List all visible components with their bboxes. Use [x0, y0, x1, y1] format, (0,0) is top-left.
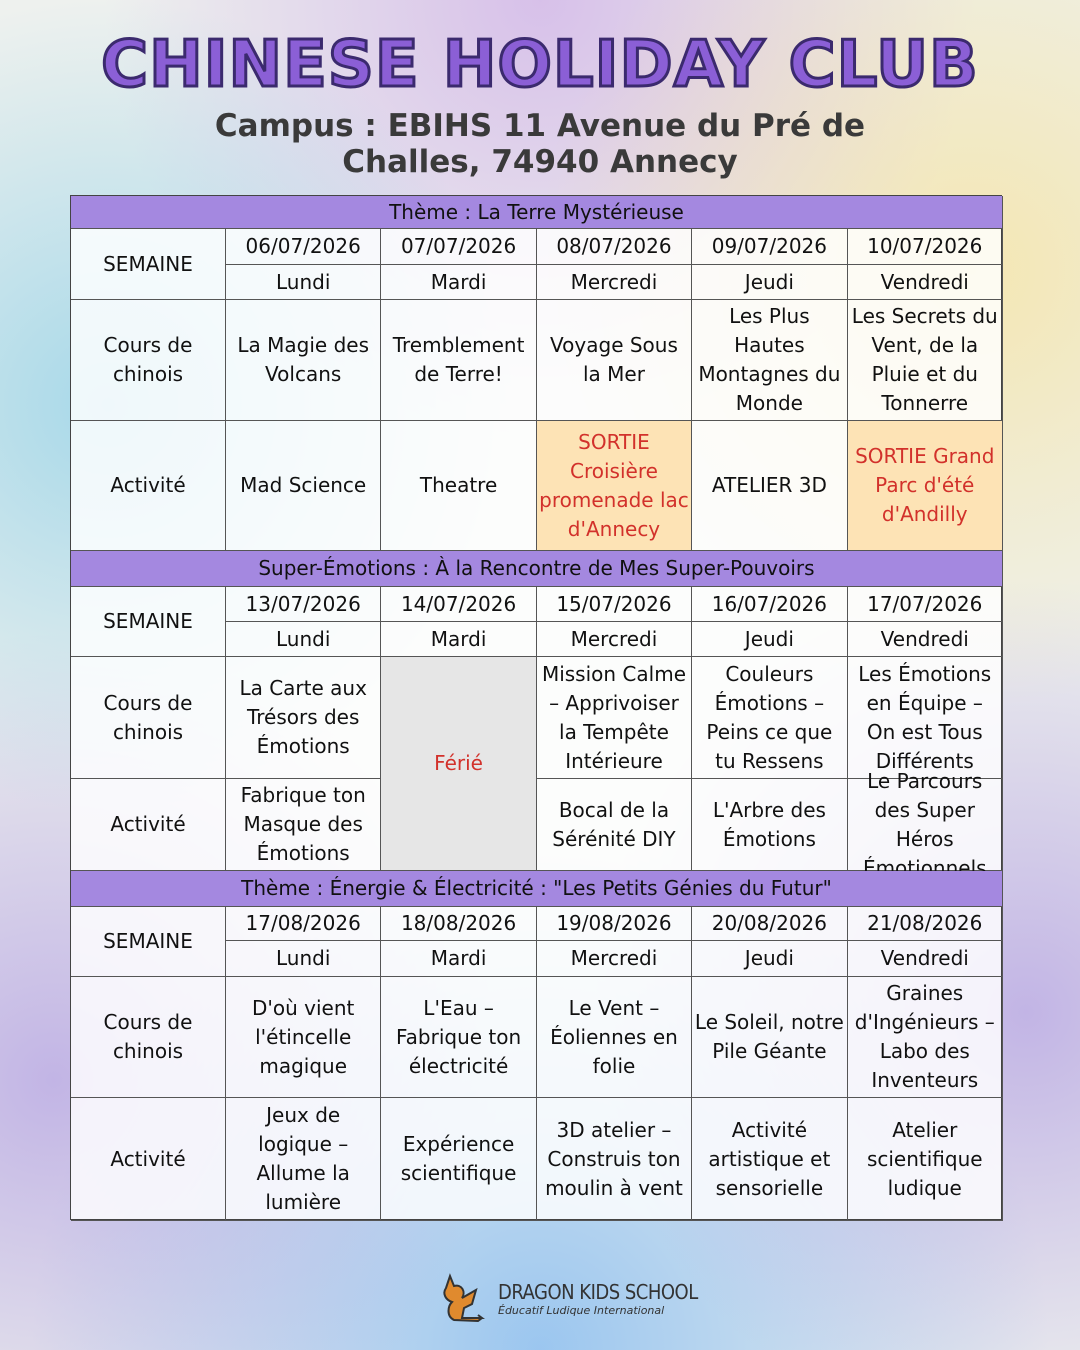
campus-line-2: Challes, 74940 Annecy: [342, 144, 738, 180]
course-cell: Les Plus Hautes Montagnes du Monde: [692, 300, 848, 421]
day-cell: Mercredi: [536, 941, 693, 977]
course-cell: D'où vient l'étincelle magique: [226, 977, 382, 1098]
date-cell: 08/07/2026: [536, 229, 693, 265]
course-cell: Graines d'Ingénieurs – Labo des Inventeu…: [847, 977, 1003, 1098]
date-cell: 09/07/2026: [692, 229, 848, 265]
schedule-table: Thème : La Terre Mystérieuse SEMAINE 06/07…: [70, 195, 1003, 1221]
day-cell: Lundi: [226, 941, 382, 977]
brand-tagline: Éducatif Ludique International: [498, 1303, 665, 1317]
course-cell: Le Vent – Éoliennes en folie: [536, 977, 693, 1098]
day-cell: Jeudi: [692, 941, 848, 977]
dragon-logo-icon: [443, 1273, 485, 1323]
week-label: SEMAINE: [71, 587, 226, 657]
activity-cell: Jeux de logique – Allume la lumière: [226, 1098, 382, 1221]
outing-activity-cell: SORTIE Grand Parc d'été d'Andilly: [847, 421, 1003, 551]
activity-cell: 3D atelier – Construis ton moulin à vent: [536, 1098, 693, 1221]
course-cell: Les Secrets du Vent, de la Pluie et du T…: [847, 300, 1003, 421]
day-cell: Mardi: [381, 622, 537, 657]
course-label: Cours de chinois: [71, 977, 226, 1098]
course-cell: La Carte aux Trésors des Émotions: [226, 657, 382, 779]
date-cell: 17/08/2026: [226, 907, 382, 941]
day-cell: Lundi: [226, 265, 382, 300]
activity-cell: Le Parcours des Super Héros Émotionnels: [847, 769, 1003, 880]
theme-header: Thème : Énergie & Électricité : "Les Pet…: [71, 871, 1003, 907]
date-cell: 16/07/2026: [692, 587, 848, 622]
course-label: Cours de chinois: [71, 657, 226, 779]
page-title: CHINESE HOLIDAY CLUB: [100, 27, 980, 104]
campus-address: Campus : EBIHS 11 Avenue du Pré de Chall…: [0, 108, 1080, 180]
date-cell: 14/07/2026: [381, 587, 537, 622]
day-cell: Mercredi: [536, 265, 693, 300]
day-cell: Jeudi: [692, 622, 848, 657]
course-cell: Mission Calme – Apprivoiser la Tempête I…: [536, 657, 693, 779]
activity-label: Activité: [71, 1098, 226, 1221]
activity-cell: Activité artistique et sensorielle: [692, 1098, 848, 1221]
activity-cell: Fabrique ton Masque des Émotions: [226, 779, 382, 871]
date-cell: 18/08/2026: [381, 907, 537, 941]
date-cell: 13/07/2026: [226, 587, 382, 622]
activity-cell: Bocal de la Sérénité DIY: [536, 779, 693, 871]
date-cell: 17/07/2026: [847, 587, 1003, 622]
course-cell: Les Émotions en Équipe – On est Tous Dif…: [847, 657, 1003, 779]
date-cell: 07/07/2026: [381, 229, 537, 265]
course-cell: Voyage Sous la Mer: [536, 300, 693, 421]
date-cell: 15/07/2026: [536, 587, 693, 622]
course-cell: Tremblement de Terre!: [381, 300, 537, 421]
activity-label: Activité: [71, 779, 226, 871]
date-cell: 10/07/2026: [847, 229, 1003, 265]
day-cell: Vendredi: [847, 941, 1003, 977]
course-cell: Le Soleil, notre Pile Géante: [692, 977, 848, 1098]
activity-cell: L'Arbre des Émotions: [692, 779, 848, 871]
activity-cell: ATELIER 3D: [692, 421, 848, 551]
course-cell: L'Eau – Fabrique ton électricité: [381, 977, 537, 1098]
activity-cell: Mad Science: [226, 421, 382, 551]
course-label: Cours de chinois: [71, 300, 226, 421]
day-cell: Mercredi: [536, 622, 693, 657]
date-cell: 21/08/2026: [847, 907, 1003, 941]
date-cell: 06/07/2026: [226, 229, 382, 265]
activity-cell: Atelier scientifique ludique: [847, 1098, 1003, 1221]
footer-logo: DRAGON KIDS SCHOOL Éducatif Ludique Inte…: [432, 1268, 698, 1328]
theme-header: Thème : La Terre Mystérieuse: [71, 196, 1003, 229]
course-cell: Couleurs Émotions – Peins ce que tu Ress…: [692, 657, 848, 779]
day-cell: Jeudi: [692, 265, 848, 300]
holiday-cell: Férié: [381, 657, 537, 871]
course-cell: La Magie des Volcans: [226, 300, 382, 421]
day-cell: Lundi: [226, 622, 382, 657]
activity-cell: Expérience scientifique: [381, 1098, 537, 1221]
day-cell: Mardi: [381, 265, 537, 300]
week-label: SEMAINE: [71, 229, 226, 300]
outing-activity-cell: SORTIE Croisière promenade lac d'Annecy: [536, 421, 693, 551]
day-cell: Vendredi: [847, 622, 1003, 657]
activity-cell: Theatre: [381, 421, 537, 551]
week-label: SEMAINE: [71, 907, 226, 977]
date-cell: 19/08/2026: [536, 907, 693, 941]
theme-header: Super-Émotions : À la Rencontre de Mes S…: [71, 551, 1003, 587]
campus-line-1: Campus : EBIHS 11 Avenue du Pré de: [214, 108, 866, 144]
brand-name: DRAGON KIDS SCHOOL: [498, 1279, 698, 1304]
date-cell: 20/08/2026: [692, 907, 848, 941]
day-cell: Vendredi: [847, 265, 1003, 300]
activity-label: Activité: [71, 421, 226, 551]
day-cell: Mardi: [381, 941, 537, 977]
